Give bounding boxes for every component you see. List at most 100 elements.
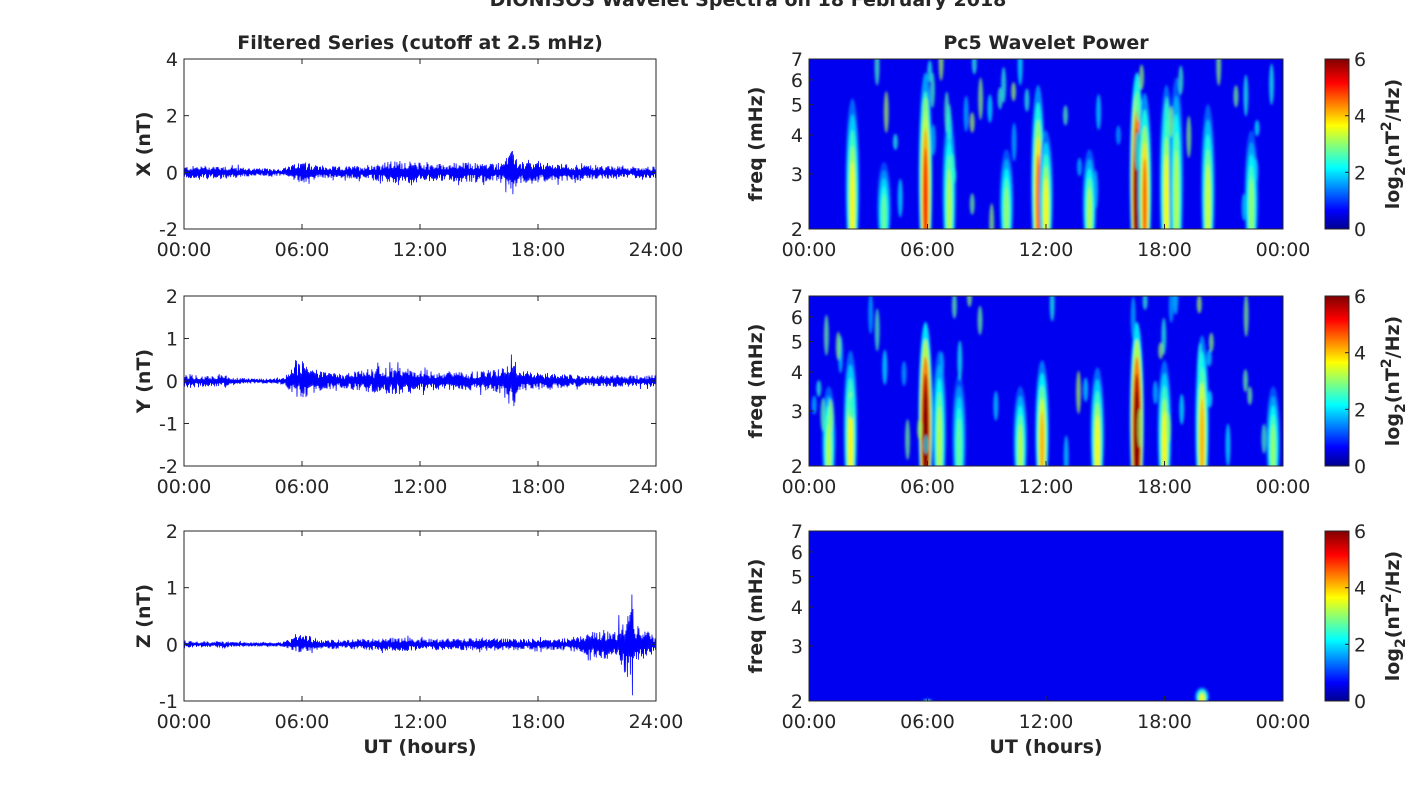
power-streak: [989, 203, 995, 229]
power-streak: [883, 91, 889, 134]
power-burst: [1159, 703, 1166, 710]
y-tick-label: 4: [791, 362, 803, 384]
right-xlabel: UT (hours): [989, 736, 1102, 758]
power-streak: [1139, 64, 1145, 90]
x-tick-label: 00:00: [782, 711, 837, 733]
x-tick-label: 00:00: [1256, 711, 1311, 733]
y-tick-label: -2: [159, 219, 178, 241]
power-streak: [1243, 74, 1249, 117]
power-streak: [963, 95, 969, 132]
y-axis-label: freq (mHz): [745, 324, 767, 439]
power-bursts: [811, 296, 1281, 466]
power-streak: [1137, 408, 1143, 448]
power-streak: [1247, 386, 1253, 406]
power-streak: [892, 133, 898, 150]
colorbar: 0 2 4 6 log2(nT2/Hz): [1324, 49, 1409, 241]
colorbar-gradient: [1325, 59, 1349, 229]
power-streak: [823, 314, 829, 356]
power-streak: [1253, 158, 1259, 183]
y-tick-label: 2: [791, 691, 803, 713]
y-tick-label: 6: [791, 70, 803, 92]
power-burst: [1087, 187, 1092, 229]
power-streak: [1216, 59, 1222, 86]
power-burst: [1249, 177, 1254, 229]
power-burst: [923, 147, 928, 229]
power-streak: [939, 351, 945, 375]
y-tick-label: 7: [791, 286, 803, 308]
x-tick-label: 00:00: [157, 476, 212, 498]
power-streak: [946, 103, 952, 143]
power-burst: [1090, 710, 1102, 722]
power-burst: [1092, 708, 1099, 715]
power-streak: [1011, 82, 1017, 102]
y-tick-label: -1: [159, 691, 178, 713]
power-streak: [1254, 120, 1260, 137]
power-streak: [1178, 65, 1184, 95]
series-panel-x: 00:00 06:00 12:00 18:00 24:00 -2 0 2 4 X (nT): [133, 49, 683, 261]
power-streak: [938, 59, 944, 81]
power-streak: [1168, 296, 1174, 323]
power-bursts: [845, 59, 1275, 229]
y-tick-label: 4: [791, 597, 803, 619]
x-tick-label: 18:00: [1137, 476, 1192, 498]
power-streak: [1152, 380, 1158, 405]
power-burst: [1129, 711, 1133, 715]
signal-line: [183, 150, 657, 195]
power-burst: [1164, 154, 1169, 229]
y-tick-label: 3: [791, 636, 803, 658]
y-tick-label: 7: [791, 521, 803, 543]
power-streak: [1135, 80, 1141, 122]
power-streak: [923, 435, 929, 455]
power-streak: [1093, 169, 1099, 210]
y-tick-label: 3: [791, 164, 803, 186]
power-streak: [1197, 342, 1203, 385]
power-streak: [1186, 115, 1192, 158]
x-tick-label: 24:00: [629, 239, 684, 261]
power-streak: [923, 97, 929, 120]
x-tick-label: 00:00: [157, 711, 212, 733]
power-streak: [993, 390, 999, 421]
colorbar-tick-label: 2: [1354, 162, 1366, 184]
left-column-title: Filtered Series (cutoff at 2.5 mHz): [237, 32, 603, 54]
colorbar-tick-label: 0: [1354, 691, 1366, 713]
colorbar-gradient: [1325, 531, 1349, 701]
x-tick-label: 18:00: [511, 476, 566, 498]
power-streak: [1164, 96, 1170, 138]
power-burst: [881, 194, 887, 229]
y-axis-label: freq (mHz): [745, 559, 767, 674]
power-streak: [987, 94, 993, 123]
x-tick-label: 06:00: [275, 711, 330, 733]
power-burst: [951, 706, 955, 710]
power-streak: [1024, 88, 1030, 112]
x-tick-label: 00:00: [1256, 476, 1311, 498]
power-streak: [1017, 59, 1023, 86]
colorbar-tick-label: 4: [1354, 343, 1366, 365]
x-tick-label: 12:00: [1019, 239, 1074, 261]
power-burst: [1199, 693, 1205, 701]
power-streak: [874, 308, 880, 352]
x-tick-label: 12:00: [1019, 711, 1074, 733]
power-streak: [868, 296, 874, 334]
x-tick-label: 00:00: [1256, 239, 1311, 261]
x-tick-label: 18:00: [511, 239, 566, 261]
power-streak: [1269, 63, 1275, 106]
y-tick-label: 1: [166, 578, 178, 600]
power-streak: [1261, 423, 1267, 454]
power-burst: [1205, 164, 1211, 229]
x-tick-label: 24:00: [629, 476, 684, 498]
x-tick-label: 24:00: [629, 711, 684, 733]
power-streak: [917, 418, 923, 441]
colorbar-tick-label: 6: [1354, 521, 1366, 543]
power-burst: [1095, 414, 1100, 466]
power-streak: [1049, 296, 1055, 322]
power-streak: [1115, 125, 1121, 145]
power-streak: [905, 419, 911, 461]
colorbar: 0 2 4 6 log2(nT2/Hz): [1324, 286, 1409, 478]
power-streak: [1096, 94, 1102, 130]
power-streak: [1142, 296, 1148, 310]
x-tick-label: 18:00: [1137, 711, 1192, 733]
power-streak: [1243, 369, 1249, 393]
colorbar-gradient: [1325, 296, 1349, 466]
